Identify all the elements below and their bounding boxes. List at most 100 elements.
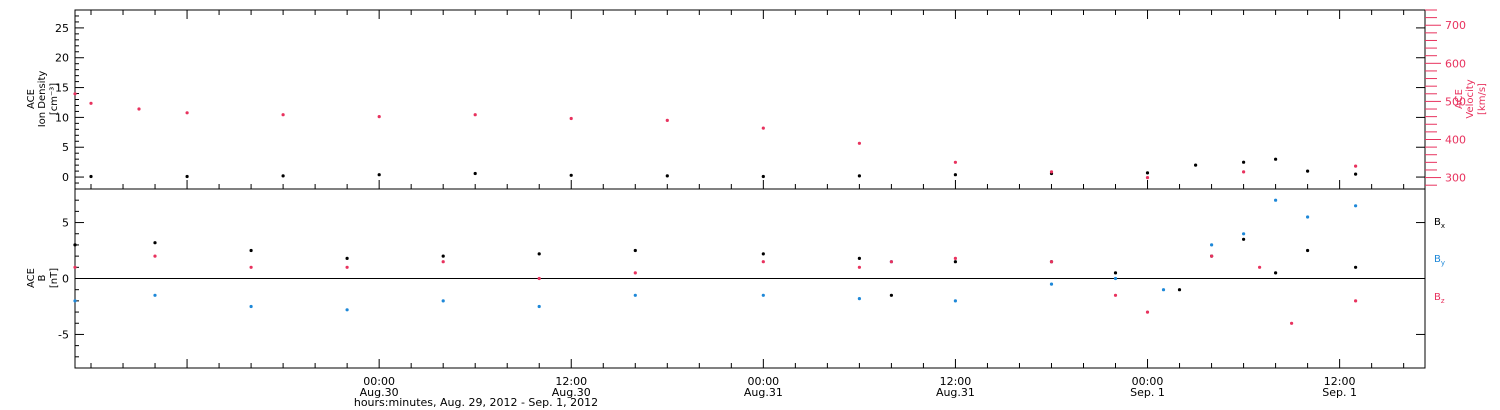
bz-point [249, 265, 253, 269]
bx-point [1274, 271, 1278, 275]
x-tick-label-date: Aug.31 [936, 386, 975, 399]
legend-by-subscript: y [1441, 259, 1445, 267]
bx-point [1113, 271, 1118, 275]
density-point [761, 174, 765, 179]
bx-point [1354, 265, 1358, 269]
magnetic-left-label-line-1: ACE [26, 268, 37, 288]
bz-point [857, 265, 862, 269]
by-point [953, 299, 958, 303]
legend-bz-subscript: z [1441, 297, 1445, 305]
by-point [1242, 232, 1246, 236]
by-point [1274, 198, 1278, 202]
velocity-tick-label: 700 [1445, 19, 1466, 32]
density-point [569, 173, 573, 177]
velocity-point [1049, 170, 1054, 174]
x-tick-label-time: 12:00 [1324, 375, 1356, 388]
x-tick-label-time: 12:00 [555, 375, 587, 388]
density-point [857, 174, 862, 178]
axis-tick-labels: 252015105070060050040030050-500:00Aug.30… [55, 19, 1466, 399]
by-point [1210, 243, 1214, 247]
plasma-left-label-line-3: [cm⁻³] [49, 83, 60, 115]
density-tick-label: 15 [55, 82, 69, 95]
bx-point [537, 252, 541, 256]
density-point [377, 173, 381, 177]
by-point [1161, 288, 1166, 292]
legend-bx: Bx [1434, 217, 1445, 230]
by-point [441, 299, 445, 303]
bz-point [1290, 321, 1294, 325]
legend-bx-subscript: x [1441, 222, 1445, 230]
bz-point [345, 265, 349, 269]
bz-point [633, 271, 637, 275]
velocity-point [89, 101, 93, 105]
plasma-right-label-line-1: ACE [1454, 89, 1465, 109]
magnetic-left-axis-label: ACE B [nT] [26, 268, 60, 288]
velocity-point [73, 92, 77, 96]
plasma-right-label-line-2: Velocity [1465, 79, 1476, 118]
density-point [1274, 157, 1278, 161]
by-point [345, 308, 349, 312]
magnetic-left-label-line-3: [nT] [49, 268, 60, 288]
by-point [1354, 204, 1358, 208]
b-tick-label: -5 [58, 328, 69, 341]
bz-point [889, 260, 894, 264]
magnetic-left-label-line-2: B [37, 274, 48, 281]
plasma-left-label-line-1: ACE [26, 89, 37, 109]
density-tick-label: 0 [62, 171, 69, 184]
axis-ticks [75, 9, 1441, 369]
bx-point [1177, 288, 1182, 292]
bz-point [1210, 254, 1214, 258]
bz-point [441, 260, 445, 264]
x-tick-label-time: 00:00 [363, 375, 395, 388]
bx-point [1242, 237, 1246, 241]
legend-bz-name: B [1434, 292, 1441, 303]
bz-point [153, 254, 157, 258]
by-point [857, 297, 862, 301]
velocity-point [185, 111, 189, 115]
bz-point [1049, 260, 1054, 264]
velocity-point [377, 115, 381, 119]
by-point [761, 293, 765, 297]
density-point [1242, 160, 1246, 164]
density-tick-label: 20 [55, 52, 69, 65]
density-point [281, 174, 285, 178]
bz-point [73, 265, 77, 269]
bx-point [761, 252, 765, 256]
density-point [953, 173, 958, 177]
bx-point [857, 256, 862, 260]
density-point [89, 174, 93, 179]
velocity-point [569, 116, 573, 121]
velocity-tick-label: 500 [1445, 95, 1466, 108]
velocity-point [1145, 176, 1150, 180]
density-point [665, 174, 669, 178]
plasma-left-label-line-2: Ion Density [37, 71, 48, 128]
velocity-tick-label: 300 [1445, 172, 1466, 185]
x-tick-label-time: 00:00 [1132, 375, 1164, 388]
by-point [1113, 276, 1118, 281]
bz-point [1113, 293, 1118, 297]
bz-point [1258, 265, 1262, 269]
velocity-point [761, 126, 765, 130]
x-tick-label-date: Sep. 1 [1322, 386, 1357, 399]
bx-point [249, 248, 253, 253]
b-tick-label: 0 [62, 273, 69, 286]
plasma-right-axis-label: ACE Velocity [km/s] [1454, 79, 1488, 118]
bz-point [953, 256, 958, 260]
legend-bx-name: B [1434, 217, 1441, 228]
velocity-point [665, 118, 669, 122]
plasma-right-label-line-3: [km/s] [1477, 83, 1488, 115]
density-tick-label: 25 [55, 22, 69, 35]
bx-point [345, 256, 349, 260]
legend-by: By [1434, 254, 1445, 267]
x-tick-label-date: Aug.31 [744, 386, 783, 399]
x-tick-label-date: Aug.30 [552, 386, 591, 399]
magnetic-legend: Bx By Bz [1434, 217, 1445, 305]
by-point [633, 293, 637, 297]
by-point [153, 293, 157, 297]
x-tick-label-date: Aug.30 [360, 386, 399, 399]
x-tick-label-time: 12:00 [940, 375, 972, 388]
by-point [249, 304, 253, 309]
by-point [1049, 282, 1054, 286]
